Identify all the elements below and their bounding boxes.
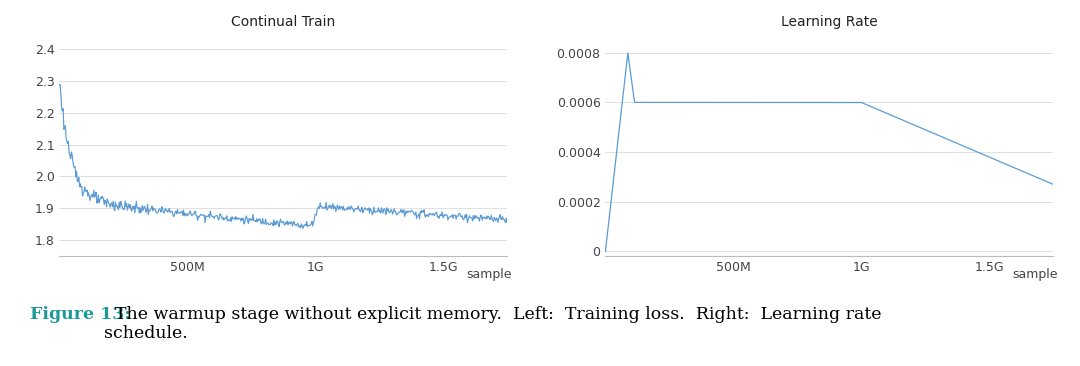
Text: sample: sample — [465, 269, 512, 281]
Title: Continual Train: Continual Train — [231, 15, 335, 29]
Text: The warmup stage without explicit memory.  Left:  Training loss.  Right:  Learni: The warmup stage without explicit memory… — [104, 306, 881, 342]
Text: sample: sample — [1012, 269, 1057, 281]
Text: Figure 13:: Figure 13: — [30, 306, 131, 322]
Title: Learning Rate: Learning Rate — [781, 15, 878, 29]
